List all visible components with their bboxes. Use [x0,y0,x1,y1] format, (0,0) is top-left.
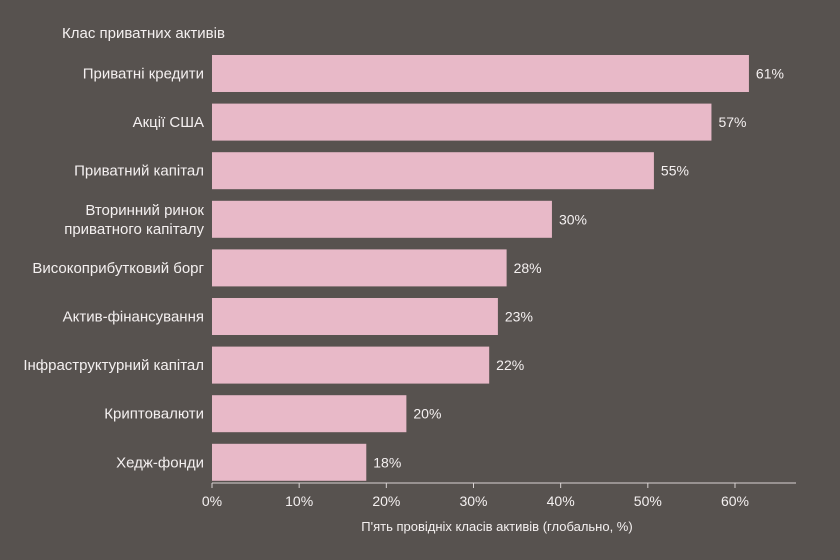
category-label: Приватний капітал [74,163,204,180]
value-labels: 61% 57% 55% 30% 28% 23% 22% 20% 18% [373,66,784,471]
category-label-line: Приватний капітал [74,163,204,180]
x-tick-label: 20% [372,493,400,509]
x-tick-label: 10% [285,493,313,509]
x-tick-label: 0% [202,493,222,509]
value-label: 18% [373,454,401,470]
category-label: Актив-фінансування [63,309,204,326]
category-label-line: Акції США [133,114,204,131]
category-labels: Приватні кредити Акції США Приватний капіт… [23,66,204,472]
value-label: 22% [496,357,524,373]
x-tick-label: 50% [634,493,662,509]
value-label: 30% [559,211,587,227]
bar [212,395,407,433]
bar [212,249,507,287]
category-header: Клас приватних активів [62,25,225,42]
bar [212,443,367,481]
category-label: Інфраструктурний капітал [23,357,204,374]
category-label-line: Високоприбутковий борг [32,260,204,277]
category-label-line: Криптовалюти [104,406,204,423]
bar [212,346,490,384]
bar [212,152,654,190]
category-label: Криптовалюти [104,406,204,423]
bar [212,298,498,335]
category-label: Високоприбутковий борг [32,260,204,277]
category-label: Вторинний ринок приватного капіталу [64,202,204,238]
category-label: Приватні кредити [83,66,204,83]
x-axis-title: П'ять провідніх класів активів (глобальн… [361,519,632,534]
value-label: 57% [718,114,746,130]
bar [212,103,712,141]
value-label: 20% [413,406,441,422]
value-label: 23% [505,309,533,325]
bars-group [212,55,749,481]
x-axis-ticks: 0% 10% 20% 30% 40% 50% 60% [202,483,749,509]
category-label-line: Приватні кредити [83,66,204,83]
value-label: 55% [661,163,689,179]
x-tick-label: 60% [721,493,749,509]
category-label: Хедж-фонди [116,454,204,471]
x-tick-label: 30% [459,493,487,509]
category-label-line: Хедж-фонди [116,454,204,471]
category-label-line: Інфраструктурний капітал [23,357,204,374]
bar [212,55,749,92]
category-label-line: приватного капіталу [64,221,204,238]
x-tick-label: 40% [547,493,575,509]
value-label: 61% [756,66,784,82]
value-label: 28% [514,260,542,276]
bar [212,200,552,238]
category-label: Акції США [133,114,204,131]
category-label-line: Вторинний ринок [85,202,204,219]
category-label-line: Актив-фінансування [63,309,204,326]
